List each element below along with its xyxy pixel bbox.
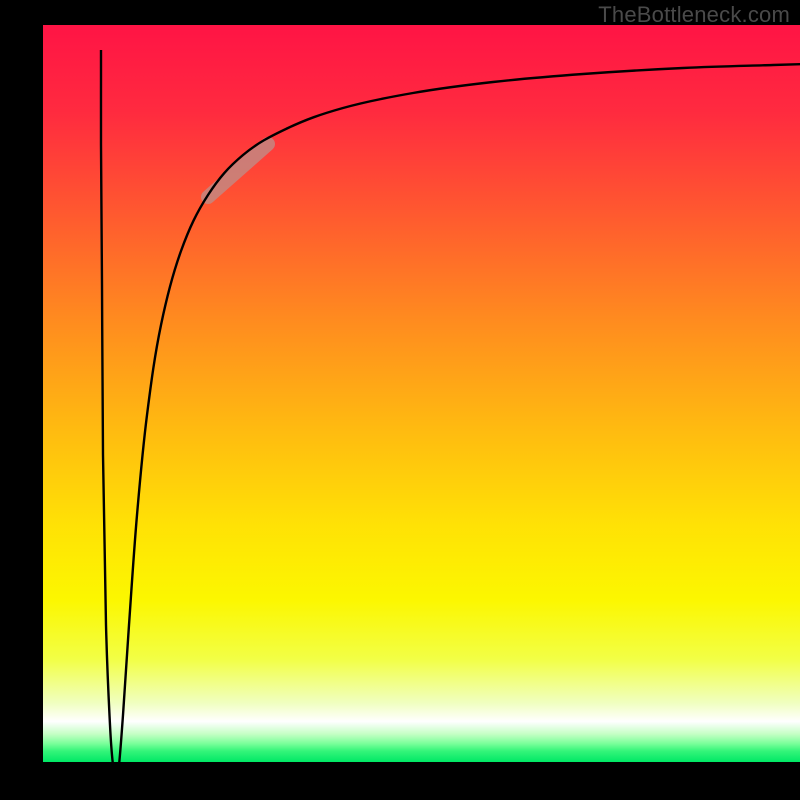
chart-svg	[0, 0, 800, 800]
attribution-label: TheBottleneck.com	[598, 2, 790, 28]
chart-stage: TheBottleneck.com	[0, 0, 800, 800]
plot-background	[43, 25, 800, 762]
